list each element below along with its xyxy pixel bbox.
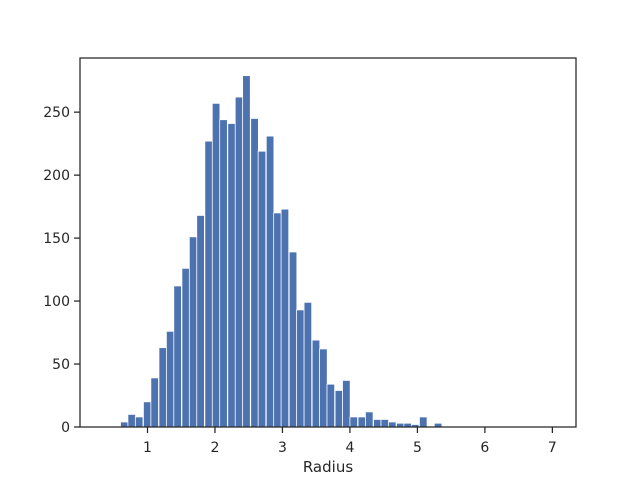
plot-frame <box>79 57 577 428</box>
histogram-bar <box>188 236 198 428</box>
histogram-bar <box>334 390 344 428</box>
histogram-bar <box>242 75 251 428</box>
y-tick-label: 150 <box>43 231 70 247</box>
histogram-bar <box>296 309 305 428</box>
histogram-bar <box>326 383 336 428</box>
y-tick-label: 250 <box>43 105 70 121</box>
x-tick-label: 7 <box>548 440 557 456</box>
histogram-bar <box>219 119 228 428</box>
histogram-bar <box>387 421 397 428</box>
x-axis-ticks: 1 2 3 4 5 6 7 <box>143 427 557 456</box>
histogram-bar <box>303 301 313 428</box>
histogram-bar <box>265 135 275 428</box>
histogram-bar <box>143 401 152 428</box>
histogram-bar <box>365 411 374 428</box>
histogram-bar <box>288 251 298 428</box>
histogram-bar <box>349 416 358 428</box>
histogram-bar <box>419 416 428 428</box>
y-tick-label: 200 <box>43 168 70 184</box>
histogram-bar <box>127 414 136 428</box>
y-tick-label: 50 <box>52 357 70 373</box>
histogram-bar <box>250 118 259 428</box>
histogram-bar <box>150 377 159 428</box>
histogram-bar <box>380 419 390 428</box>
histogram-bar <box>196 215 205 428</box>
histogram-bar <box>120 421 129 428</box>
histogram-bar <box>158 347 168 428</box>
histogram-bar <box>181 267 190 428</box>
x-tick-label: 6 <box>480 440 489 456</box>
histogram-bar <box>257 150 267 428</box>
x-tick-label: 2 <box>211 440 220 456</box>
histogram-bar <box>342 380 351 428</box>
histogram-bar <box>280 208 290 428</box>
histogram-bar <box>173 285 182 428</box>
histogram-bar <box>134 416 144 428</box>
histogram-bar <box>373 419 382 428</box>
x-axis-label: Radius <box>303 458 353 476</box>
histogram-bar <box>357 416 367 428</box>
histogram-bar <box>319 348 328 428</box>
y-tick-label: 100 <box>43 294 70 310</box>
histogram-bar <box>311 339 321 428</box>
x-tick-label: 1 <box>143 440 152 456</box>
y-axis-ticks: 0 50 100 150 200 250 <box>43 105 80 436</box>
x-tick-label: 3 <box>278 440 287 456</box>
histogram-bar <box>211 102 221 428</box>
histogram-bar <box>273 212 282 428</box>
histogram-bar <box>165 330 175 428</box>
x-tick-label: 5 <box>413 440 422 456</box>
histogram-bar <box>227 123 236 428</box>
x-tick-label: 4 <box>345 440 354 456</box>
y-tick-label: 0 <box>61 420 70 436</box>
histogram-bar <box>204 140 213 428</box>
histogram-bar <box>234 96 244 428</box>
